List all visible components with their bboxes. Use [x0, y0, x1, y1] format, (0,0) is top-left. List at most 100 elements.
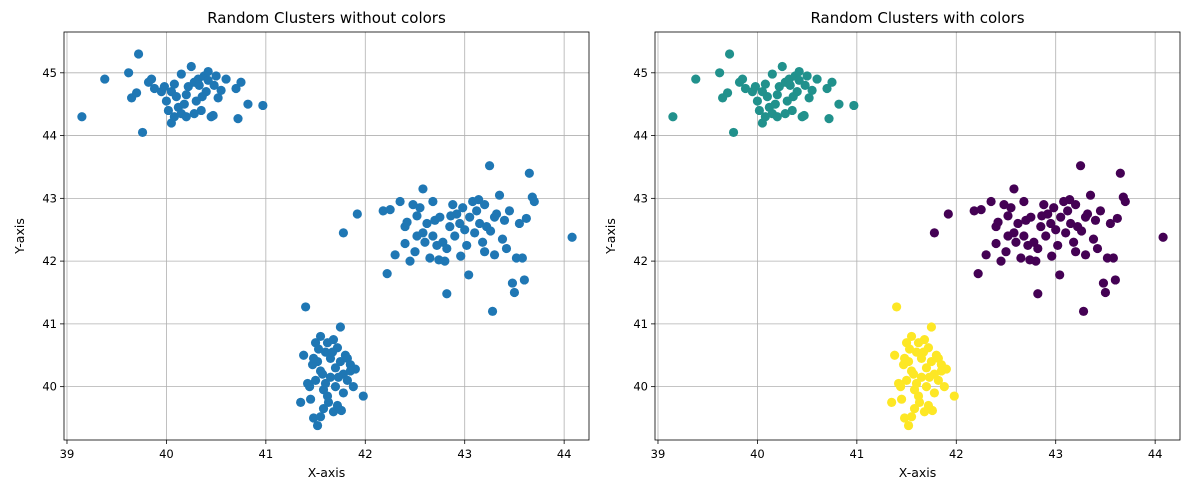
scatter-point	[916, 372, 927, 382]
scatter-point	[754, 105, 765, 116]
scatter-point	[899, 353, 910, 363]
scatter-point	[342, 353, 352, 363]
scatter-point	[519, 275, 529, 285]
scatter-point	[308, 353, 319, 363]
scatter-point	[728, 127, 739, 138]
scatter-point	[418, 184, 428, 194]
scatter-point	[529, 196, 539, 207]
scatter-point	[517, 253, 527, 263]
scatter-point	[489, 250, 500, 260]
scatter-point	[834, 99, 844, 109]
scatter-point	[1115, 168, 1125, 178]
scatter-point	[890, 350, 900, 360]
scatter-point	[939, 382, 949, 392]
scatter-point	[146, 74, 157, 84]
x-tick-label: 39	[60, 447, 75, 461]
scatter-point	[906, 331, 917, 342]
scatter-point	[504, 206, 515, 216]
scatter-point	[1051, 225, 1061, 235]
x-axis-label: X-axis	[899, 465, 937, 480]
scatter-point	[927, 405, 938, 416]
chart-title: Random Clusters with colors	[810, 9, 1024, 27]
scatter-point	[299, 350, 309, 360]
scatter-point	[996, 256, 1006, 266]
scatter-point	[465, 212, 475, 222]
scatter-point	[914, 397, 925, 407]
scatter-point	[317, 369, 328, 379]
scatter-point	[470, 228, 480, 238]
scatter-point	[827, 77, 837, 87]
scatter-point	[1063, 206, 1073, 216]
scatter-point	[171, 92, 181, 102]
scatter-point	[497, 234, 508, 244]
scatter-point	[794, 75, 804, 85]
y-tick-label: 42	[633, 254, 648, 268]
chart-title: Random Clusters without colors	[207, 9, 446, 27]
scatter-point	[1065, 194, 1075, 205]
scatter-point	[1080, 212, 1091, 222]
y-tick-label: 43	[42, 191, 57, 205]
y-tick-label: 40	[42, 380, 57, 394]
scatter-point	[336, 405, 347, 416]
scatter-point	[1025, 255, 1035, 265]
scatter-point	[320, 347, 331, 357]
scatter-point	[243, 99, 253, 109]
scatter-point	[986, 196, 996, 207]
scatter-point	[312, 420, 323, 431]
scatter-point	[921, 382, 932, 392]
scatter-point	[921, 363, 932, 373]
scatter-point	[203, 75, 213, 85]
scatter-point	[472, 206, 482, 216]
scatter-point	[211, 71, 221, 81]
scatter-point	[1047, 251, 1057, 261]
scatter-point	[1009, 228, 1019, 238]
y-tick-label: 44	[42, 129, 57, 143]
scatter-point	[208, 110, 218, 121]
scatter-point	[484, 161, 495, 171]
scatter-point	[378, 206, 388, 216]
scatter-point	[308, 413, 319, 423]
scatter-point	[352, 209, 362, 219]
scatter-point	[780, 109, 790, 119]
scatter-point	[328, 334, 339, 345]
scatter-point	[1019, 196, 1029, 207]
scatter-point	[999, 200, 1009, 210]
scatter-point	[196, 105, 206, 116]
scatter-point	[772, 90, 782, 100]
scatter-point	[422, 218, 432, 229]
scatter-plot-without-colors: 39 40 41 42 43 44 40 41 42 43 44 45 Random Clusters …	[12, 9, 590, 480]
scatter-point	[901, 375, 912, 385]
scatter-point	[767, 69, 777, 79]
y-tick-label: 44	[633, 129, 648, 143]
scatter-point	[77, 112, 87, 122]
scatter-point	[807, 85, 817, 95]
scatter-point	[1080, 250, 1091, 260]
scatter-point	[489, 212, 500, 222]
scatter-point	[258, 100, 268, 111]
scatter-point	[1075, 161, 1086, 171]
scatter-point	[1019, 231, 1029, 241]
scatter-point	[161, 96, 172, 106]
scatter-point	[770, 99, 780, 109]
x-axis-label: X-axis	[308, 465, 346, 480]
scatter-point	[181, 112, 191, 122]
scatter-point	[301, 302, 311, 312]
scatter-point	[450, 231, 460, 241]
scatter-point	[906, 412, 917, 422]
scatter-point	[445, 221, 455, 232]
scatter-point	[296, 397, 306, 407]
scatter-point	[929, 388, 940, 398]
scatter-point	[981, 250, 991, 260]
scatter-point	[400, 238, 410, 249]
scatter-point	[1069, 237, 1079, 247]
x-tick-label: 43	[1048, 447, 1063, 461]
scatter-point	[1039, 200, 1049, 210]
scatter-point	[911, 378, 922, 389]
scatter-point	[221, 74, 231, 84]
scatter-point	[802, 71, 812, 81]
scatter-point	[668, 112, 678, 122]
scatter-point	[1053, 240, 1063, 251]
scatter-point	[949, 391, 959, 401]
scatter-point	[342, 375, 352, 385]
